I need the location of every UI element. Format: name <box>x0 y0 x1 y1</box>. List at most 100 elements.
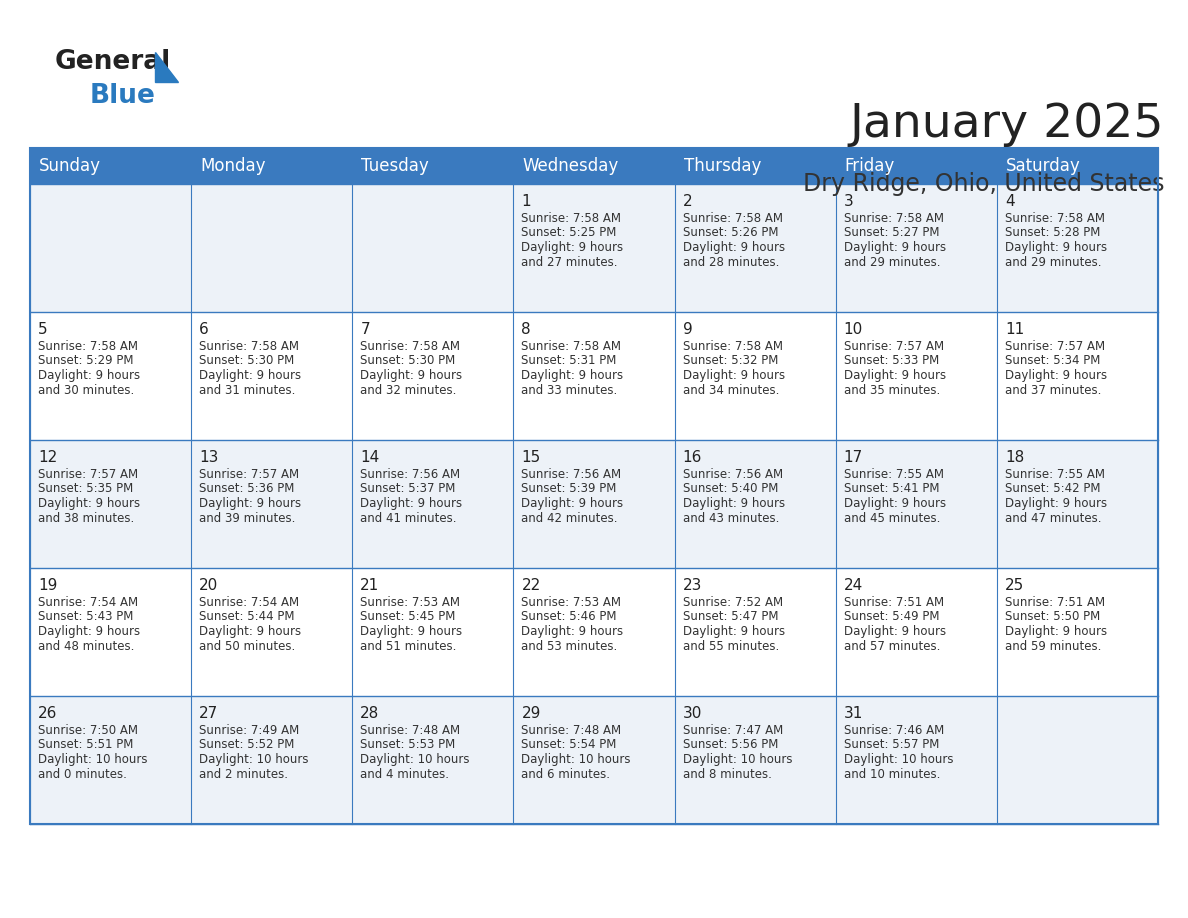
Text: Daylight: 10 hours: Daylight: 10 hours <box>38 753 147 766</box>
Text: Daylight: 9 hours: Daylight: 9 hours <box>522 497 624 510</box>
Text: and 10 minutes.: and 10 minutes. <box>843 767 940 780</box>
Bar <box>513 440 675 568</box>
Text: 27: 27 <box>200 706 219 721</box>
Bar <box>513 312 675 440</box>
Text: Sunrise: 7:58 AM: Sunrise: 7:58 AM <box>38 340 138 353</box>
Text: 5: 5 <box>38 322 48 337</box>
Bar <box>513 148 675 184</box>
Text: and 4 minutes.: and 4 minutes. <box>360 767 449 780</box>
Text: and 33 minutes.: and 33 minutes. <box>522 384 618 397</box>
Text: and 31 minutes.: and 31 minutes. <box>200 384 296 397</box>
Text: Sunset: 5:50 PM: Sunset: 5:50 PM <box>1005 610 1100 623</box>
Text: 20: 20 <box>200 578 219 593</box>
Bar <box>30 440 191 568</box>
Text: 8: 8 <box>522 322 531 337</box>
Text: Sunrise: 7:48 AM: Sunrise: 7:48 AM <box>522 724 621 737</box>
Text: 22: 22 <box>522 578 541 593</box>
Bar <box>353 568 513 696</box>
Text: 4: 4 <box>1005 194 1015 209</box>
Bar <box>675 440 835 568</box>
Text: January 2025: January 2025 <box>849 102 1164 147</box>
Text: Sunrise: 7:49 AM: Sunrise: 7:49 AM <box>200 724 299 737</box>
Text: and 38 minutes.: and 38 minutes. <box>38 511 134 524</box>
Text: and 50 minutes.: and 50 minutes. <box>200 640 296 653</box>
Text: Sunrise: 7:57 AM: Sunrise: 7:57 AM <box>38 468 138 481</box>
Text: Sunrise: 7:51 AM: Sunrise: 7:51 AM <box>843 596 943 609</box>
Text: Daylight: 9 hours: Daylight: 9 hours <box>683 497 785 510</box>
Text: Sunrise: 7:56 AM: Sunrise: 7:56 AM <box>360 468 461 481</box>
Text: Sunrise: 7:51 AM: Sunrise: 7:51 AM <box>1005 596 1105 609</box>
Text: General: General <box>55 49 171 75</box>
Text: Sunrise: 7:55 AM: Sunrise: 7:55 AM <box>1005 468 1105 481</box>
Text: Sunrise: 7:58 AM: Sunrise: 7:58 AM <box>522 212 621 225</box>
Bar <box>675 568 835 696</box>
Bar <box>191 568 353 696</box>
Text: and 43 minutes.: and 43 minutes. <box>683 511 779 524</box>
Text: and 55 minutes.: and 55 minutes. <box>683 640 779 653</box>
Text: Daylight: 9 hours: Daylight: 9 hours <box>1005 241 1107 254</box>
Text: Sunset: 5:41 PM: Sunset: 5:41 PM <box>843 483 940 496</box>
Text: Sunset: 5:36 PM: Sunset: 5:36 PM <box>200 483 295 496</box>
Text: Sunset: 5:47 PM: Sunset: 5:47 PM <box>683 610 778 623</box>
Bar <box>997 696 1158 824</box>
Bar <box>353 440 513 568</box>
Text: and 30 minutes.: and 30 minutes. <box>38 384 134 397</box>
Text: Daylight: 9 hours: Daylight: 9 hours <box>1005 369 1107 382</box>
Text: Sunrise: 7:56 AM: Sunrise: 7:56 AM <box>683 468 783 481</box>
Text: Sunset: 5:39 PM: Sunset: 5:39 PM <box>522 483 617 496</box>
Text: Sunrise: 7:58 AM: Sunrise: 7:58 AM <box>683 212 783 225</box>
Text: Sunset: 5:52 PM: Sunset: 5:52 PM <box>200 738 295 752</box>
Bar <box>835 568 997 696</box>
Text: Daylight: 9 hours: Daylight: 9 hours <box>200 497 302 510</box>
Bar <box>997 568 1158 696</box>
Bar <box>675 696 835 824</box>
Text: 14: 14 <box>360 450 379 465</box>
Bar <box>997 148 1158 184</box>
Text: Daylight: 9 hours: Daylight: 9 hours <box>843 241 946 254</box>
Text: Sunset: 5:49 PM: Sunset: 5:49 PM <box>843 610 940 623</box>
Text: and 2 minutes.: and 2 minutes. <box>200 767 289 780</box>
Text: 1: 1 <box>522 194 531 209</box>
Text: Daylight: 9 hours: Daylight: 9 hours <box>683 241 785 254</box>
Bar <box>513 568 675 696</box>
Text: 3: 3 <box>843 194 853 209</box>
Text: Sunset: 5:43 PM: Sunset: 5:43 PM <box>38 610 133 623</box>
Text: and 39 minutes.: and 39 minutes. <box>200 511 296 524</box>
Text: 21: 21 <box>360 578 379 593</box>
Bar <box>835 440 997 568</box>
Text: 23: 23 <box>683 578 702 593</box>
Text: 16: 16 <box>683 450 702 465</box>
Text: and 37 minutes.: and 37 minutes. <box>1005 384 1101 397</box>
Text: Sunset: 5:53 PM: Sunset: 5:53 PM <box>360 738 455 752</box>
Text: Daylight: 9 hours: Daylight: 9 hours <box>200 369 302 382</box>
Text: 13: 13 <box>200 450 219 465</box>
Text: 28: 28 <box>360 706 379 721</box>
Text: and 48 minutes.: and 48 minutes. <box>38 640 134 653</box>
Text: Sunset: 5:40 PM: Sunset: 5:40 PM <box>683 483 778 496</box>
Text: Sunrise: 7:58 AM: Sunrise: 7:58 AM <box>843 212 943 225</box>
Text: and 59 minutes.: and 59 minutes. <box>1005 640 1101 653</box>
Text: Daylight: 10 hours: Daylight: 10 hours <box>360 753 469 766</box>
Bar <box>30 312 191 440</box>
Text: 9: 9 <box>683 322 693 337</box>
Text: Sunrise: 7:56 AM: Sunrise: 7:56 AM <box>522 468 621 481</box>
Bar <box>835 184 997 312</box>
Bar <box>30 148 1158 824</box>
Bar <box>30 184 191 312</box>
Bar <box>191 440 353 568</box>
Bar <box>835 696 997 824</box>
Text: 12: 12 <box>38 450 57 465</box>
Text: Sunset: 5:28 PM: Sunset: 5:28 PM <box>1005 227 1100 240</box>
Text: Sunset: 5:45 PM: Sunset: 5:45 PM <box>360 610 456 623</box>
Text: and 41 minutes.: and 41 minutes. <box>360 511 456 524</box>
Text: Sunrise: 7:52 AM: Sunrise: 7:52 AM <box>683 596 783 609</box>
Text: Sunrise: 7:57 AM: Sunrise: 7:57 AM <box>843 340 943 353</box>
Bar <box>835 312 997 440</box>
Text: Daylight: 9 hours: Daylight: 9 hours <box>683 369 785 382</box>
Text: Sunrise: 7:58 AM: Sunrise: 7:58 AM <box>522 340 621 353</box>
Bar <box>353 184 513 312</box>
Text: and 27 minutes.: and 27 minutes. <box>522 255 618 268</box>
Text: Sunset: 5:51 PM: Sunset: 5:51 PM <box>38 738 133 752</box>
Text: Sunrise: 7:53 AM: Sunrise: 7:53 AM <box>522 596 621 609</box>
Text: 2: 2 <box>683 194 693 209</box>
